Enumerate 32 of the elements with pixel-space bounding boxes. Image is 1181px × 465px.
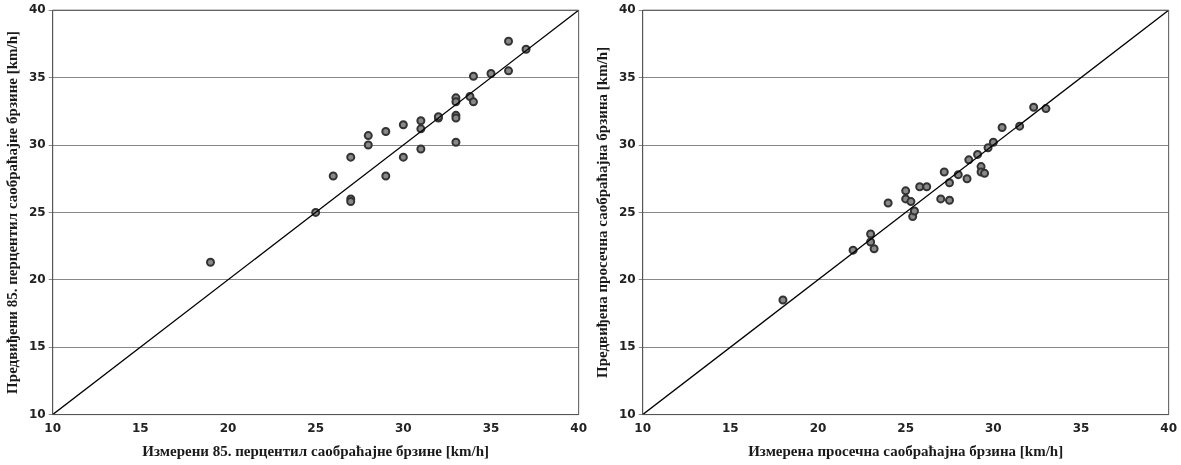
y-tick-label: 40 — [29, 2, 46, 17]
y-tick-label: 20 — [29, 271, 46, 286]
y-axis-title: Предвиђена просечна саобраћајна брзина [km/h] — [593, 46, 610, 379]
y-tick-label: 35 — [619, 69, 636, 84]
y-tick-label: 30 — [29, 137, 46, 152]
x-tick-label: 20 — [809, 420, 827, 435]
y-tick-label: 15 — [29, 339, 46, 354]
x-tick-label: 35 — [482, 420, 500, 435]
x-axis-title: Измерена просечна саобраћајна брзина [km/h] — [748, 442, 1064, 459]
y-tick-label: 30 — [619, 137, 636, 152]
y-tick-label: 25 — [29, 204, 46, 219]
x-axis-title: Измерени 85. перцентил саобраћајне брзине [km/h] — [142, 442, 490, 459]
x-tick-label: 25 — [897, 420, 915, 435]
y-tick-label: 25 — [619, 204, 636, 219]
x-tick-label: 30 — [394, 420, 412, 435]
y-tick-label: 10 — [29, 406, 46, 421]
y-tick-label: 20 — [619, 271, 636, 286]
x-tick-label: 20 — [219, 420, 237, 435]
y-axis-title: Предвиђени 85. перцентил саобраћајне брзине [km/h] — [3, 30, 20, 394]
x-tick-label: 15 — [132, 420, 149, 435]
x-tick-label: 15 — [722, 420, 739, 435]
y-tick-label: 15 — [619, 339, 636, 354]
x-tick-label: 40 — [570, 420, 587, 435]
x-tick-label: 10 — [44, 420, 62, 435]
y-tick-label: 35 — [29, 69, 46, 84]
x-tick-label: 40 — [1160, 420, 1177, 435]
x-tick-label: 10 — [634, 420, 652, 435]
x-tick-label: 25 — [307, 420, 325, 435]
y-tick-label: 40 — [619, 2, 636, 17]
x-tick-label: 35 — [1072, 420, 1090, 435]
x-tick-label: 30 — [984, 420, 1002, 435]
y-tick-label: 10 — [619, 406, 636, 421]
